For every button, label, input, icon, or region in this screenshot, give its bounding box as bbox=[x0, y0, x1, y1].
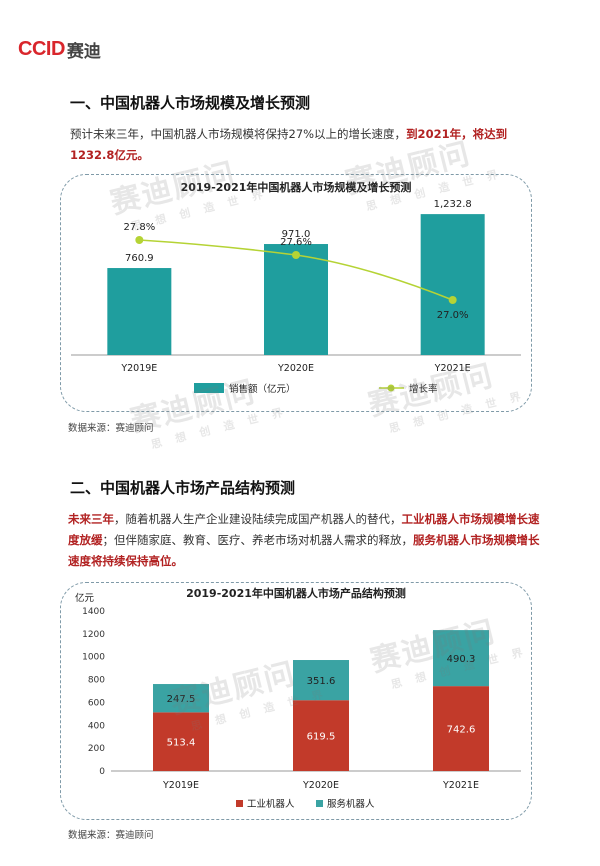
chart2-title: 2019-2021年中国机器人市场产品结构预测 bbox=[186, 587, 406, 600]
chart2-x-tick-label: Y2019E bbox=[162, 780, 199, 791]
chart2-bar-service bbox=[293, 660, 349, 701]
section1-para-normal: 预计未来三年，中国机器人市场规模将保持27%以上的增长速度， bbox=[70, 127, 407, 141]
section2-para-red1: 未来三年 bbox=[68, 512, 114, 526]
chart2-x-tick-label: Y2020E bbox=[302, 780, 339, 791]
chart1-legend-bar-swatch bbox=[194, 383, 224, 393]
chart2-industrial-label: 742.6 bbox=[447, 725, 476, 736]
chart1-growth-label: 27.6% bbox=[280, 237, 312, 248]
chart2-svg: 亿元 0 200 400 600 800 1000 1200 1400 513.4 247.5 Y20… bbox=[75, 592, 521, 810]
chart1-svg: 760.9 Y2019E 971.0 Y2020E 1,232.8 Y2021E 27.8%… bbox=[71, 199, 521, 395]
section2-para-normal2: ；但伴随家庭、教育、医疗、养老市场对机器人需求的释放， bbox=[102, 533, 414, 547]
section2-paragraph: 未来三年，随着机器人生产企业建设陆续完成国产机器人的替代，工业机器人市场规模增长… bbox=[68, 509, 548, 572]
chart2-source: 数据来源：赛迪顾问 bbox=[68, 830, 154, 841]
chart1-bar bbox=[264, 244, 328, 355]
section2-para-normal1: ，随着机器人生产企业建设陆续完成国产机器人的替代， bbox=[114, 512, 402, 526]
chart1-bar-label: 760.9 bbox=[125, 253, 154, 264]
section2-title: 二、中国机器人市场产品结构预测 bbox=[70, 479, 296, 497]
section1-paragraph: 预计未来三年，中国机器人市场规模将保持27%以上的增长速度，到2021年，将达到… bbox=[70, 124, 540, 166]
chart2-y-tick-label: 1200 bbox=[82, 630, 105, 640]
chart2-legend-industrial-label: 工业机器人 bbox=[247, 798, 295, 810]
chart2-service-label: 490.3 bbox=[447, 654, 476, 665]
chart2-bar-industrial bbox=[433, 686, 489, 771]
chart2-bar-industrial bbox=[293, 700, 349, 771]
ccid-logo: CCID 赛迪 bbox=[18, 37, 101, 62]
chart1-x-tick-label: Y2019E bbox=[120, 363, 157, 374]
logo-brand: CCID bbox=[18, 37, 65, 60]
chart1-growth-label: 27.0% bbox=[437, 310, 469, 321]
chart1-legend-line-marker bbox=[387, 384, 395, 392]
section1-title: 一、中国机器人市场规模及增长预测 bbox=[70, 94, 311, 112]
chart2-y-tick-label: 1000 bbox=[82, 653, 105, 663]
chart1-frame: 2019-2021年中国机器人市场规模及增长预测 760.9 Y2019E 971.… bbox=[60, 174, 532, 412]
section2-para-red2: 工业机器人市场规模增长速度放缓 bbox=[68, 512, 540, 547]
chart1-bar bbox=[107, 268, 172, 355]
chart2-y-tick-label: 800 bbox=[88, 676, 105, 686]
chart1-source: 数据来源：赛迪顾问 bbox=[68, 423, 154, 434]
chart2-service-label: 247.5 bbox=[167, 694, 196, 705]
chart1-legend-line-label: 增长率 bbox=[409, 383, 438, 395]
chart1-growth-point bbox=[135, 236, 144, 244]
chart2-bar-service bbox=[433, 630, 489, 687]
chart1-growth-label: 27.8% bbox=[123, 222, 155, 233]
chart2-legend-service-label: 服务机器人 bbox=[327, 798, 375, 810]
section1-para-red: 到2021年，将达到1232.8亿元。 bbox=[70, 127, 508, 162]
chart2-bar-industrial bbox=[153, 712, 209, 771]
chart1-x-tick-label: Y2021E bbox=[434, 363, 471, 374]
chart1-title: 2019-2021年中国机器人市场规模及增长预测 bbox=[180, 181, 412, 194]
chart2-legend-service-swatch bbox=[316, 800, 323, 807]
logo-name: 赛迪 bbox=[66, 41, 101, 62]
chart1-growth-point bbox=[448, 296, 457, 304]
chart2-y-tick-label: 1400 bbox=[82, 607, 105, 617]
chart2-x-tick-label: Y2021E bbox=[442, 780, 479, 791]
chart2-y-tick-label: 0 bbox=[99, 767, 105, 777]
chart2-y-axis-unit: 亿元 bbox=[75, 592, 95, 604]
chart1-bar-label: 1,232.8 bbox=[434, 199, 472, 210]
chart1-bar bbox=[420, 214, 485, 355]
chart1-bar-label: 971.0 bbox=[282, 229, 311, 240]
chart1-legend-bar-label: 销售额（亿元） bbox=[229, 383, 296, 395]
chart2-industrial-label: 513.4 bbox=[167, 738, 196, 749]
chart2-y-tick-label: 600 bbox=[88, 698, 105, 708]
section2-para-red3: 服务机器人市场规模增长速度将持续保持高位。 bbox=[68, 533, 540, 568]
chart1-growth-point bbox=[292, 251, 300, 259]
chart2-frame: 2019-2021年中国机器人市场产品结构预测 亿元 0 200 400 600 800 1… bbox=[60, 582, 532, 820]
chart2-service-label: 351.6 bbox=[307, 676, 336, 687]
chart2-bar-service bbox=[153, 684, 209, 713]
chart2-industrial-label: 619.5 bbox=[307, 732, 336, 743]
chart2-legend-industrial-swatch bbox=[236, 800, 243, 807]
chart1-x-tick-label: Y2020E bbox=[277, 363, 314, 374]
chart2-y-tick-label: 400 bbox=[88, 721, 105, 731]
chart2-y-tick-label: 200 bbox=[88, 744, 105, 754]
